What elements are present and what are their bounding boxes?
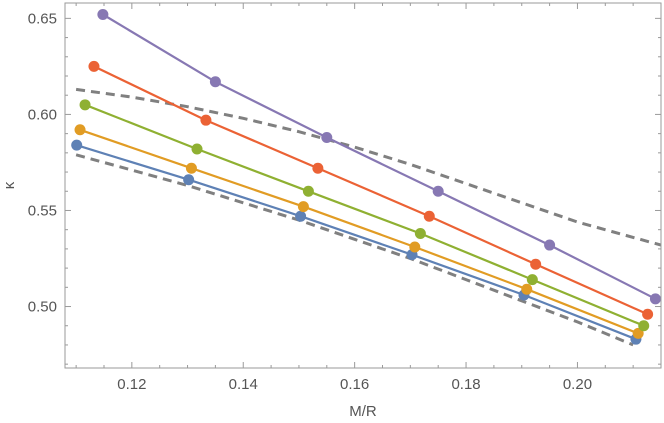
y-tick-label: 0.65 [28, 10, 57, 27]
series-3 [88, 60, 654, 320]
data-point [185, 162, 197, 174]
y-tick-label: 0.55 [28, 202, 57, 219]
x-tick-label: 0.18 [451, 376, 480, 393]
series-0 [71, 139, 642, 345]
series-line [76, 144, 637, 341]
data-point [312, 162, 324, 174]
data-point [530, 258, 542, 270]
series-line [102, 13, 656, 300]
data-point [409, 241, 421, 253]
x-axis: 0.12 0.14 0.16 0.18 0.20 [75, 3, 662, 393]
data-point [97, 9, 109, 21]
y-axis-label: κ [1, 181, 18, 189]
data-point [88, 60, 100, 72]
data-point [638, 320, 650, 332]
data-point [321, 131, 333, 143]
y-tick-label: 0.60 [28, 106, 57, 123]
y-axis: 0.50 0.55 0.60 0.65 [28, 10, 661, 365]
data-point [295, 210, 307, 222]
series-2 [79, 99, 650, 332]
series-5 [75, 153, 634, 347]
data-point [79, 99, 91, 111]
data-point [544, 239, 556, 251]
data-point [74, 124, 86, 136]
data-point [642, 308, 654, 320]
data-point [209, 76, 221, 88]
plot-frame [64, 2, 662, 369]
data-point [414, 228, 426, 240]
data-point [521, 283, 533, 295]
plot-area [71, 9, 661, 347]
y-tick-label: 0.50 [28, 299, 57, 316]
data-point [632, 327, 644, 339]
data-point [526, 274, 538, 286]
data-point [200, 114, 212, 126]
data-point [302, 185, 314, 197]
data-point [297, 201, 309, 213]
series-line-dashed [75, 153, 634, 347]
series-1 [74, 124, 644, 339]
series-4 [97, 9, 661, 305]
x-tick-label: 0.20 [563, 376, 592, 393]
x-tick-label: 0.14 [229, 376, 258, 393]
data-point [649, 293, 661, 305]
series-line [84, 103, 645, 327]
data-point [183, 174, 195, 186]
data-point [423, 210, 435, 222]
series-line [79, 128, 639, 335]
data-point [432, 185, 444, 197]
x-axis-label: M/R [349, 403, 377, 420]
data-point [191, 143, 203, 155]
series-line-dashed [75, 87, 661, 247]
data-point [71, 139, 83, 151]
series-6 [75, 87, 661, 247]
x-tick-label: 0.12 [117, 376, 146, 393]
x-tick-label: 0.16 [340, 376, 369, 393]
series-line [93, 65, 649, 316]
